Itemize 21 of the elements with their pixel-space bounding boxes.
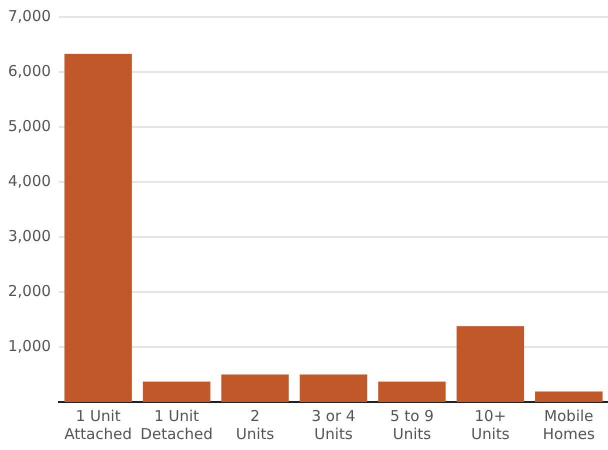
- bar: [221, 374, 289, 402]
- x-tick-label: 10+ Units: [471, 406, 510, 443]
- y-tick-label: 4,000: [8, 172, 51, 190]
- x-tick-label: 5 to 9 Units: [390, 406, 434, 443]
- y-tick-label: 3,000: [8, 226, 51, 245]
- bar: [535, 392, 603, 402]
- y-tick-label: 2,000: [8, 282, 51, 300]
- y-tick-label: 6,000: [8, 62, 51, 80]
- x-tick-label: 2 Units: [236, 406, 274, 443]
- y-tick-label: 5,000: [8, 116, 51, 135]
- x-tick-label: 1 Unit Detached: [140, 406, 213, 443]
- x-tick-label: 3 or 4 Units: [311, 406, 356, 443]
- y-tick-label: 7,000: [8, 6, 51, 25]
- bar: [64, 54, 132, 402]
- x-tick-label: Mobile Homes: [542, 406, 596, 443]
- x-tick-label: 1 Unit Attached: [64, 406, 132, 443]
- y-tick-label: 1,000: [8, 336, 51, 355]
- bar: [456, 326, 524, 402]
- bar: [378, 382, 446, 402]
- bar: [300, 374, 368, 402]
- bar: [142, 382, 210, 402]
